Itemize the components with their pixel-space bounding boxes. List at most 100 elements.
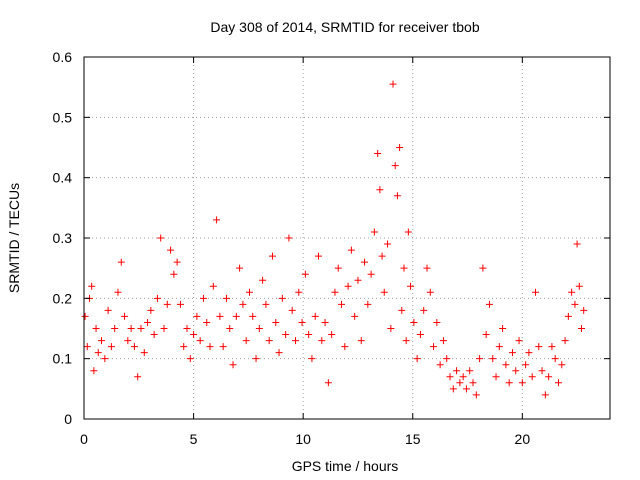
data-point bbox=[282, 331, 290, 339]
data-point bbox=[163, 300, 171, 308]
data-point bbox=[489, 355, 497, 363]
data-point bbox=[456, 379, 464, 387]
data-point bbox=[541, 391, 549, 399]
data-point bbox=[364, 300, 372, 308]
x-axis-ticks: 0 5 10 15 20 bbox=[80, 57, 530, 447]
data-point bbox=[92, 325, 100, 332]
data-point bbox=[380, 288, 388, 296]
data-point bbox=[226, 325, 234, 332]
data-point bbox=[262, 300, 270, 308]
data-point bbox=[291, 337, 299, 345]
data-point bbox=[568, 288, 576, 296]
data-point bbox=[404, 228, 412, 236]
data-point bbox=[420, 306, 428, 314]
data-point bbox=[153, 294, 161, 302]
data-point bbox=[219, 343, 227, 351]
data-point bbox=[580, 306, 588, 314]
data-point bbox=[94, 349, 102, 357]
data-point bbox=[232, 312, 240, 320]
data-point bbox=[265, 337, 273, 345]
y-tick-label: 0 bbox=[64, 411, 72, 427]
data-point bbox=[407, 282, 415, 290]
data-point bbox=[318, 337, 326, 345]
data-point bbox=[213, 216, 221, 224]
data-point bbox=[538, 367, 546, 375]
x-axis-label: GPS time / hours bbox=[292, 458, 399, 474]
data-point bbox=[157, 234, 165, 242]
data-point bbox=[436, 361, 444, 369]
data-point bbox=[446, 373, 454, 381]
x-tick-label: 15 bbox=[405, 431, 421, 447]
data-point bbox=[124, 337, 132, 345]
data-point bbox=[147, 306, 155, 314]
data-point bbox=[430, 343, 438, 351]
data-point bbox=[354, 276, 362, 284]
data-point bbox=[357, 337, 365, 345]
data-point bbox=[479, 264, 487, 272]
data-point bbox=[376, 186, 384, 194]
data-point bbox=[469, 379, 477, 387]
data-point bbox=[114, 288, 122, 296]
data-point bbox=[150, 331, 158, 339]
data-point bbox=[482, 331, 490, 339]
data-point bbox=[416, 331, 424, 339]
data-point bbox=[127, 325, 135, 332]
data-point bbox=[374, 150, 382, 158]
data-point bbox=[288, 306, 296, 314]
data-point bbox=[443, 355, 451, 363]
data-point bbox=[255, 325, 263, 332]
data-point bbox=[485, 300, 493, 308]
data-point bbox=[423, 264, 431, 272]
y-tick-label: 0.4 bbox=[53, 170, 73, 186]
data-point bbox=[459, 373, 467, 381]
gridlines bbox=[84, 57, 610, 419]
data-point bbox=[268, 252, 276, 260]
data-point bbox=[206, 343, 214, 351]
data-point bbox=[466, 367, 474, 375]
data-points bbox=[81, 80, 588, 399]
data-point bbox=[341, 343, 349, 351]
data-point bbox=[315, 252, 323, 260]
data-point bbox=[564, 312, 572, 320]
data-point bbox=[545, 373, 553, 381]
data-point bbox=[575, 282, 583, 290]
data-point bbox=[285, 234, 293, 242]
data-point bbox=[130, 343, 138, 351]
data-point bbox=[176, 300, 184, 308]
data-point bbox=[111, 325, 119, 332]
data-point bbox=[173, 258, 181, 266]
data-point bbox=[531, 288, 539, 296]
data-point bbox=[492, 373, 500, 381]
data-point bbox=[229, 361, 237, 369]
data-point bbox=[573, 240, 581, 248]
data-point bbox=[393, 192, 401, 200]
y-tick-label: 0.2 bbox=[53, 290, 73, 306]
data-point bbox=[558, 361, 566, 369]
data-point bbox=[203, 318, 211, 326]
data-point bbox=[398, 306, 406, 314]
data-point bbox=[551, 355, 559, 363]
x-tick-label: 20 bbox=[515, 431, 531, 447]
data-point bbox=[518, 379, 526, 387]
data-point bbox=[83, 343, 91, 351]
data-point bbox=[167, 246, 175, 254]
data-point bbox=[571, 300, 579, 308]
data-point bbox=[308, 355, 316, 363]
data-point bbox=[462, 385, 470, 393]
data-point bbox=[402, 337, 410, 345]
data-point bbox=[453, 367, 461, 375]
data-point bbox=[433, 318, 441, 326]
data-point bbox=[186, 355, 194, 363]
data-point bbox=[554, 379, 562, 387]
data-point bbox=[389, 80, 397, 88]
data-point bbox=[170, 270, 178, 278]
data-point bbox=[410, 318, 418, 326]
x-tick-label: 10 bbox=[295, 431, 311, 447]
data-point bbox=[193, 312, 201, 320]
y-axis-label: SRMTID / TECUs bbox=[6, 183, 22, 293]
data-point bbox=[117, 258, 125, 266]
data-point bbox=[512, 367, 520, 375]
data-point bbox=[449, 385, 457, 393]
data-point bbox=[525, 349, 533, 357]
